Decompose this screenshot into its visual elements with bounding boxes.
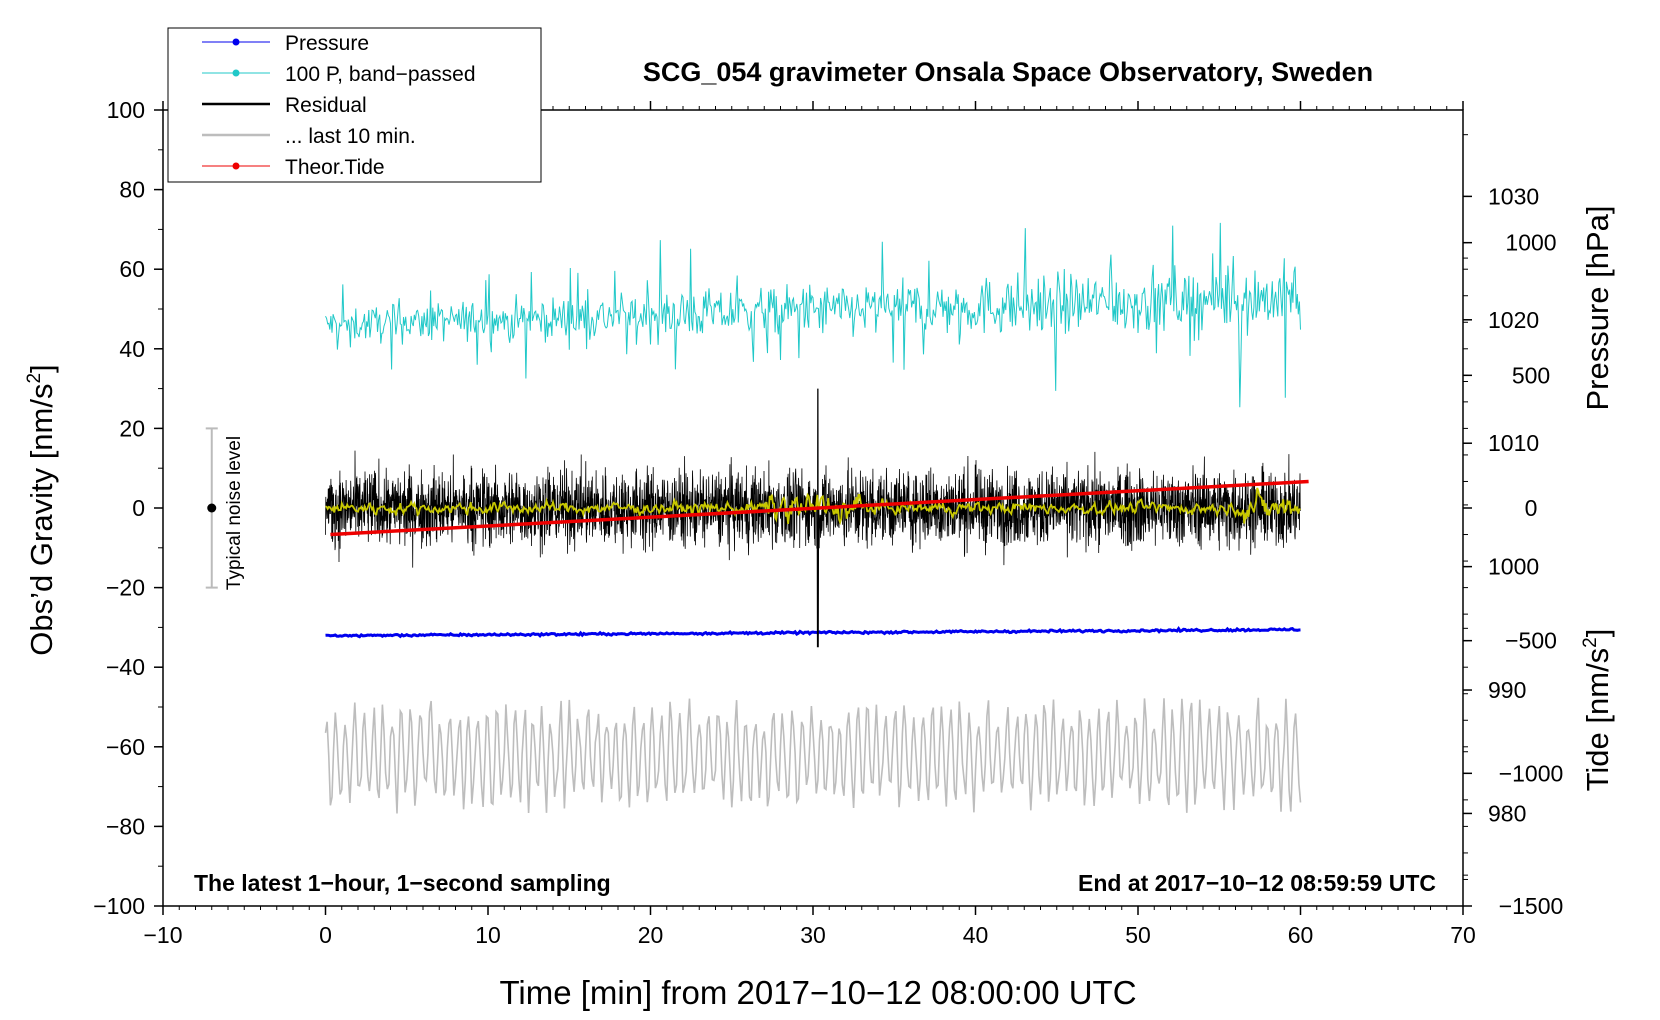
tide-tick-label: −1000 (1499, 760, 1564, 786)
legend-label: 100 P, band−passed (285, 63, 476, 86)
y-axis-label-tide-main: Tide [nm/s (1580, 648, 1615, 792)
legend-label: Residual (285, 94, 367, 117)
tide-tick-label: 0 (1525, 495, 1538, 521)
y-tick-label: 40 (119, 336, 145, 362)
y-tick-label: 80 (119, 177, 145, 203)
y-axis-label-tide-sup: 2 (1580, 637, 1601, 648)
pressure-tick-label: 980 (1488, 800, 1526, 826)
x-tick-label: 50 (1125, 922, 1151, 948)
x-tick-label: 10 (475, 922, 501, 948)
tide-tick-label: −1500 (1499, 893, 1564, 919)
y-axis-label-gravity-sup: 2 (24, 373, 45, 384)
y-tick-label: −80 (106, 813, 145, 839)
x-tick-label: 40 (963, 922, 989, 948)
series-line-tide (330, 479, 1309, 537)
y-tick-label: −20 (106, 575, 145, 601)
y-tick-label: 0 (132, 495, 145, 521)
x-tick-label: 0 (319, 922, 332, 948)
y-axis-label-tide-end: ] (1580, 629, 1615, 638)
noise-bar-center-dot (207, 503, 217, 513)
y-axis-label-tide: Tide [nm/s2] (1580, 629, 1615, 792)
y-axis-label-gravity: Obs’d Gravity [nm/s2] (24, 364, 59, 655)
x-axis-label: Time [min] from 2017−10−12 08:00:00 UTC (499, 974, 1136, 1011)
note-sampling: The latest 1−hour, 1−second sampling (194, 870, 611, 896)
series-line-last10 (324, 697, 1302, 814)
chart-title: SCG_054 gravimeter Onsala Space Observat… (643, 57, 1373, 87)
pressure-tick-label: 1000 (1488, 554, 1539, 580)
tide-tick-label: 1000 (1505, 230, 1556, 256)
note-end-time: End at 2017−10−12 08:59:59 UTC (1078, 870, 1436, 896)
y-tick-label: −60 (106, 734, 145, 760)
legend-label: ... last 10 min. (285, 125, 416, 148)
noise-level-label: Typical noise level (224, 436, 245, 590)
series-line-residual (325, 388, 1301, 648)
y-axis-label-gravity-end: ] (24, 364, 59, 373)
axes: −10 0 10 20 30 40 50 60 70−100−80−60−40−20020406… (93, 97, 1563, 948)
x-tick-label: 30 (800, 922, 826, 948)
tide-tick-label: −500 (1505, 628, 1557, 654)
series-line-bandpassed (325, 222, 1301, 408)
y-axis-label-pressure: Pressure [hPa] (1580, 205, 1615, 410)
y-tick-label: 20 (119, 415, 145, 441)
pressure-tick-label: 990 (1488, 677, 1526, 703)
series-layer (324, 222, 1309, 814)
legend-label: Theor.Tide (285, 156, 385, 179)
series-line-pressure (325, 626, 1301, 639)
pressure-tick-label: 1030 (1488, 183, 1539, 209)
y-tick-label: −40 (106, 654, 145, 680)
legend-marker (232, 69, 240, 77)
pressure-tick-label: 1010 (1488, 430, 1539, 456)
x-tick-label: 70 (1450, 922, 1476, 948)
tide-tick-label: 500 (1512, 362, 1550, 388)
legend-marker (232, 162, 240, 170)
x-tick-label: −10 (143, 922, 182, 948)
x-tick-label: 20 (638, 922, 664, 948)
legend-marker (232, 38, 240, 46)
y-tick-label: −100 (93, 893, 145, 919)
legend-label: Pressure (285, 32, 369, 55)
y-axis-label-gravity-main: Obs’d Gravity [nm/s (24, 384, 59, 656)
y-tick-label: 100 (107, 97, 145, 123)
series-line-residual-smoothed (325, 487, 1301, 526)
pressure-tick-label: 1020 (1488, 307, 1539, 333)
legend: Pressure 100 P, band−passed Residual ... la… (167, 27, 542, 183)
y-tick-label: 60 (119, 256, 145, 282)
x-tick-label: 60 (1288, 922, 1314, 948)
